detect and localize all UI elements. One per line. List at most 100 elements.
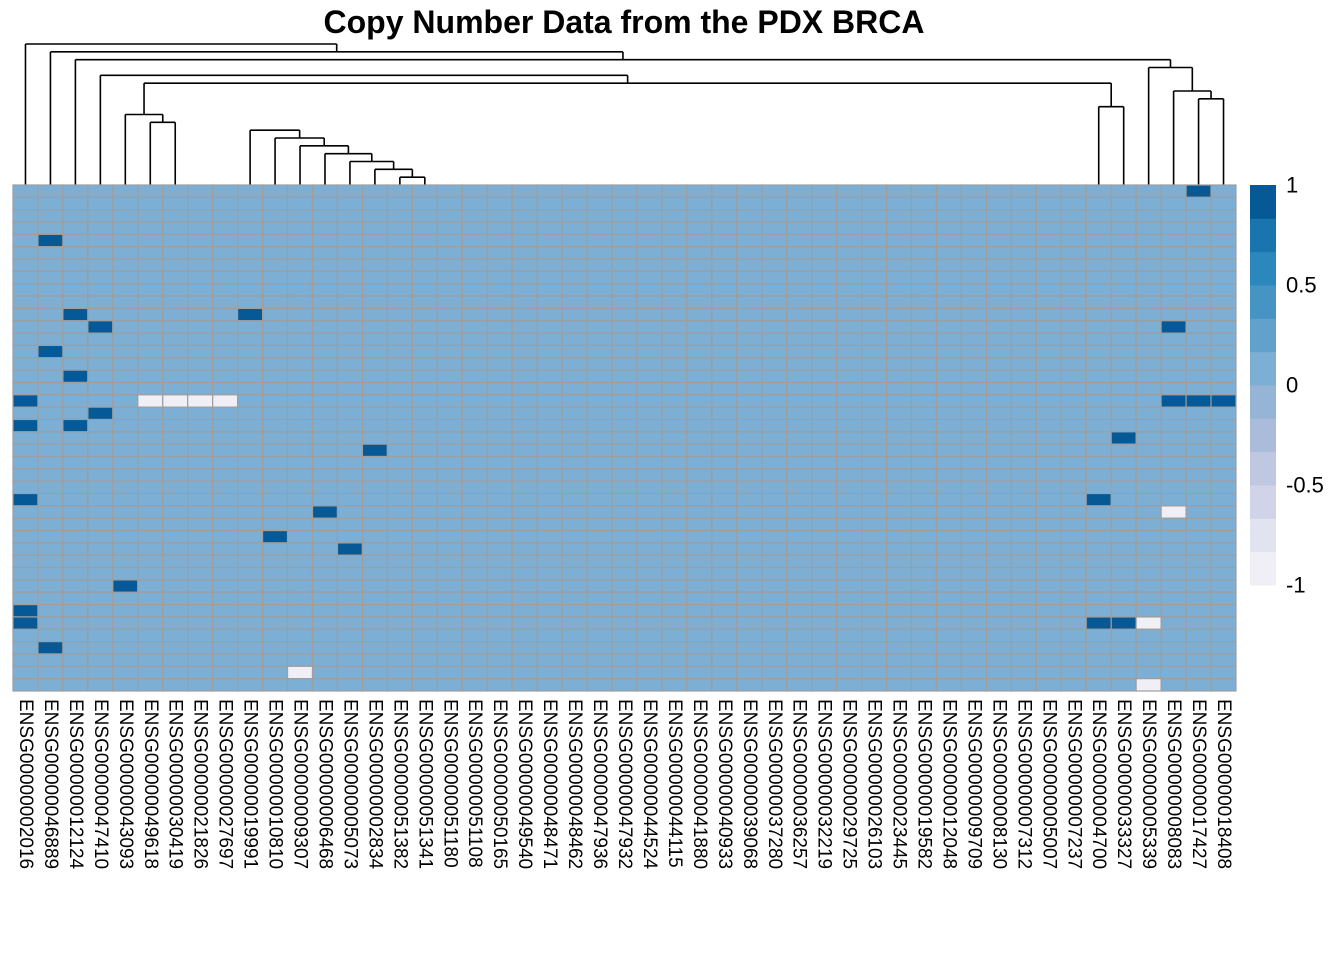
- heatmap-cell: [761, 431, 788, 445]
- heatmap-cell: [1085, 455, 1112, 470]
- heatmap-cell: [1185, 369, 1212, 384]
- heatmap-cell: [237, 604, 264, 618]
- heatmap-cell: [461, 431, 488, 445]
- heatmap-cell: [636, 295, 663, 310]
- heatmap-cell: [436, 443, 463, 458]
- heatmap-cell: [461, 307, 488, 322]
- heatmap-cell: [1210, 270, 1237, 285]
- heatmap-cell: [561, 369, 588, 384]
- heatmap-cell: [137, 529, 164, 544]
- legend-color-step: [1250, 218, 1276, 253]
- heatmap-cell: [1210, 184, 1237, 198]
- heatmap-cell: [461, 678, 488, 692]
- heatmap-cell: [12, 246, 39, 260]
- heatmap-cell: [486, 394, 513, 408]
- heatmap-cell: [786, 517, 813, 532]
- heatmap-cell: [37, 320, 64, 334]
- heatmap-cell: [212, 641, 239, 655]
- heatmap-cell: [1135, 431, 1162, 445]
- heatmap-cell: [1185, 357, 1212, 371]
- heatmap-cell: [935, 616, 963, 630]
- heatmap-cell: [62, 542, 89, 556]
- heatmap-cell: [1035, 246, 1062, 260]
- heatmap-cell: [261, 209, 289, 223]
- heatmap-cell: [62, 320, 89, 334]
- heatmap-cell: [311, 221, 339, 235]
- heatmap-cell: [311, 295, 339, 310]
- legend-color-step: [1250, 518, 1276, 553]
- heatmap-cell: [62, 233, 89, 248]
- heatmap-cell: [1060, 196, 1087, 211]
- heatmap-cell: [1085, 431, 1112, 445]
- heatmap-cell: [811, 653, 838, 667]
- heatmap-cell: [1035, 566, 1062, 581]
- heatmap-cell: [62, 591, 89, 606]
- column-label: ENSG00000010810: [265, 699, 286, 869]
- heatmap-cell: [87, 529, 114, 544]
- heatmap-cell: [661, 517, 688, 532]
- heatmap-cell: [1185, 529, 1212, 544]
- heatmap-cell: [711, 283, 738, 297]
- heatmap-cell: [511, 381, 538, 396]
- heatmap-cell: [37, 406, 64, 421]
- heatmap-cell: [187, 270, 214, 285]
- heatmap-cell: [1135, 604, 1162, 618]
- heatmap-cell: [836, 295, 863, 310]
- heatmap-cell: [1060, 579, 1087, 593]
- heatmap-cell: [935, 604, 963, 618]
- heatmap-cell: [1210, 357, 1237, 371]
- heatmap-cell: [311, 665, 339, 680]
- heatmap-cell: [436, 678, 463, 692]
- heatmap-cell: [1160, 443, 1187, 458]
- heatmap-cell: [811, 283, 838, 297]
- heatmap-cell: [1035, 529, 1062, 544]
- heatmap-cell: [1085, 492, 1112, 507]
- heatmap-cell: [736, 246, 763, 260]
- heatmap-cell: [536, 579, 563, 593]
- heatmap-cell: [836, 344, 863, 359]
- heatmap-cell: [1110, 431, 1137, 445]
- heatmap-cell: [286, 283, 314, 297]
- heatmap-cell: [311, 344, 339, 359]
- heatmap-cell: [611, 283, 638, 297]
- heatmap-cell: [1210, 653, 1237, 667]
- heatmap-cell: [162, 320, 189, 334]
- heatmap-cell: [1210, 616, 1237, 630]
- heatmap-cell: [786, 184, 813, 198]
- heatmap-cell: [561, 295, 588, 310]
- heatmap-cell: [1210, 505, 1237, 519]
- heatmap-cell: [212, 443, 239, 458]
- heatmap-cell: [336, 209, 364, 223]
- heatmap-cell: [1085, 233, 1112, 248]
- heatmap-cell: [836, 381, 863, 396]
- heatmap-cell: [112, 591, 139, 606]
- heatmap-cell: [686, 344, 713, 359]
- heatmap-cell: [910, 307, 938, 322]
- heatmap-cell: [311, 554, 339, 569]
- heatmap-cell: [561, 554, 588, 569]
- heatmap-cell: [1110, 295, 1137, 310]
- heatmap-cell: [361, 480, 388, 495]
- heatmap-cell: [711, 517, 738, 532]
- heatmap-cell: [386, 270, 413, 285]
- heatmap-cell: [960, 406, 988, 421]
- heatmap-cell: [1060, 505, 1087, 519]
- heatmap-cell: [162, 394, 189, 408]
- heatmap-cell: [1060, 357, 1087, 371]
- heatmap-cell: [1210, 406, 1237, 421]
- heatmap-cell: [1010, 209, 1037, 223]
- heatmap-cell: [62, 517, 89, 532]
- heatmap-cell: [885, 369, 913, 384]
- heatmap-cell: [1010, 307, 1037, 322]
- heatmap-cell: [137, 480, 164, 495]
- heatmap-cell: [486, 233, 513, 248]
- heatmap-cell: [411, 196, 438, 211]
- heatmap-cell: [561, 221, 588, 235]
- heatmap-cell: [935, 443, 963, 458]
- heatmap-cell: [137, 455, 164, 470]
- heatmap-cell: [561, 566, 588, 581]
- heatmap-cell: [511, 443, 538, 458]
- heatmap-cell: [1185, 418, 1212, 433]
- heatmap-cell: [37, 529, 64, 544]
